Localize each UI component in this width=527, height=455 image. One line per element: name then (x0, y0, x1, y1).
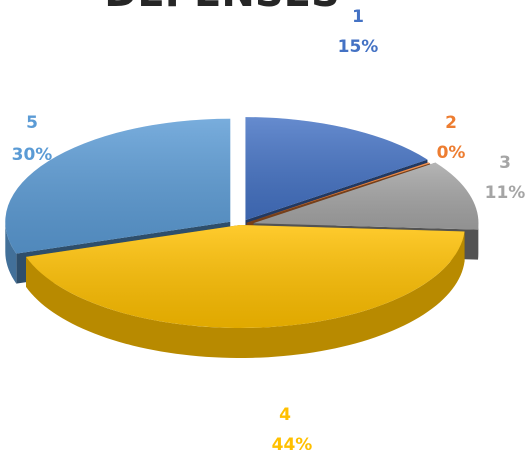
chart-title: DEPENSES (104, 0, 340, 16)
slice-label-5-percent: 30% (12, 145, 53, 165)
slice-5-side (5, 221, 17, 284)
pie-slices (5, 117, 479, 358)
slice-label-4-percent: 44% (272, 435, 313, 455)
slice-label-2-category: 2 (445, 113, 457, 133)
slice-label-4-category: 4 (279, 405, 291, 425)
slice-label-3-percent: 11% (485, 183, 526, 203)
slice-label-1-percent: 15% (338, 37, 379, 57)
slice-2-shine (246, 162, 431, 223)
slice-label-2-percent: 0% (437, 143, 466, 163)
pie-labels: 1 15% 2 0% 3 11% 4 44% 5 30% (12, 7, 526, 455)
slice-4 (26, 225, 465, 358)
slice-label-1-category: 1 (352, 7, 364, 27)
slice-label-3-category: 3 (499, 153, 511, 173)
slice-4-shine (26, 225, 465, 329)
slice-1-shine (245, 117, 428, 221)
slice-label-5-category: 5 (26, 113, 38, 133)
slice-5-shine (5, 118, 231, 254)
slice-3-shine (253, 162, 479, 230)
slice-4-side (26, 231, 465, 358)
